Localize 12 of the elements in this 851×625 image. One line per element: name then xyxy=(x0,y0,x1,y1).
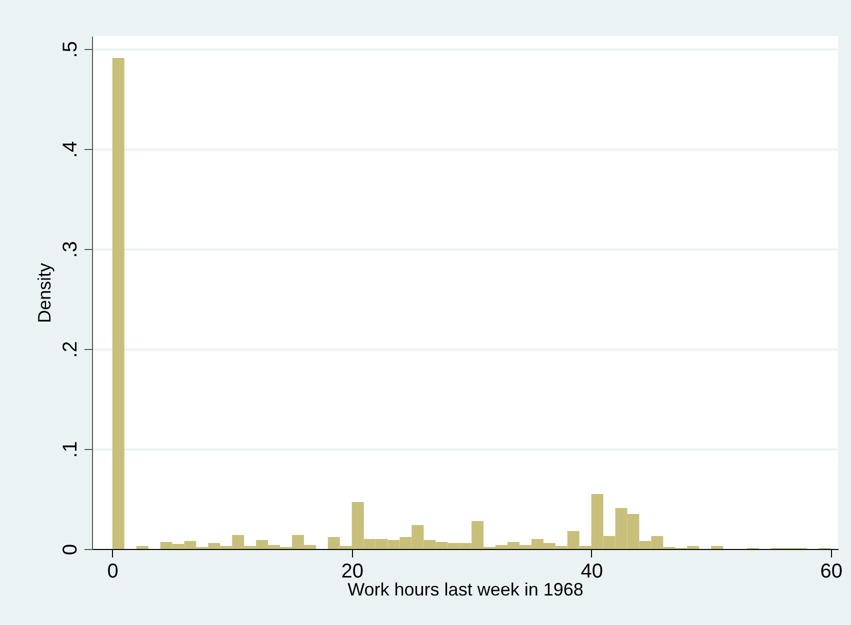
x-tick-label: 60 xyxy=(820,560,842,582)
y-tick-label: .2 xyxy=(60,341,82,358)
y-tick-label: .3 xyxy=(60,241,82,258)
y-tick-label: .5 xyxy=(60,41,82,58)
y-tick-label: .4 xyxy=(60,141,82,158)
x-tick-label: 20 xyxy=(341,560,364,582)
x-tick-label: 0 xyxy=(107,560,118,582)
x-axis-title: Work hours last week in 1968 xyxy=(348,580,584,600)
x-tick-label: 40 xyxy=(580,560,603,582)
y-tick-label: .1 xyxy=(60,441,82,458)
y-tick-label: 0 xyxy=(60,544,82,556)
y-axis-title: Density xyxy=(34,262,54,324)
